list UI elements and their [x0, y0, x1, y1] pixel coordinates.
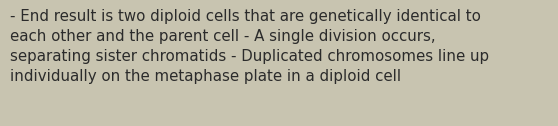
Text: - End result is two diploid cells that are genetically identical to
each other a: - End result is two diploid cells that a…: [10, 9, 489, 84]
